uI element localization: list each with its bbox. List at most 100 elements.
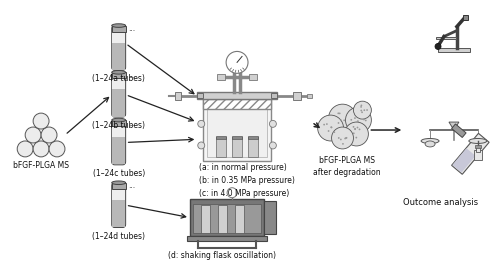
Text: (1–24a tubes): (1–24a tubes): [92, 74, 145, 83]
Circle shape: [41, 127, 57, 143]
Bar: [217, 74, 225, 80]
Bar: [463, 15, 468, 20]
Circle shape: [330, 127, 332, 128]
Polygon shape: [452, 148, 475, 173]
Circle shape: [340, 139, 342, 140]
Circle shape: [365, 120, 366, 121]
Ellipse shape: [421, 139, 439, 143]
Circle shape: [358, 129, 360, 130]
Circle shape: [366, 109, 368, 111]
Circle shape: [344, 122, 368, 146]
Circle shape: [357, 120, 359, 122]
Bar: [216, 136, 226, 139]
Ellipse shape: [469, 139, 487, 143]
Bar: [112, 137, 125, 164]
Bar: [232, 136, 242, 139]
Bar: [218, 205, 227, 234]
Circle shape: [356, 127, 358, 129]
Bar: [112, 26, 126, 32]
Circle shape: [354, 128, 356, 130]
Text: (1–24c tubes): (1–24c tubes): [92, 169, 145, 178]
Bar: [187, 237, 268, 241]
Bar: [271, 93, 277, 98]
Bar: [203, 99, 271, 161]
Text: (a: in normal pressure)
(b: in 0.35 MPa pressure)
(c: in 4.0 MPa pressure): (a: in normal pressure) (b: in 0.35 MPa …: [200, 163, 295, 198]
Bar: [249, 74, 257, 80]
Circle shape: [346, 137, 348, 139]
Circle shape: [342, 143, 344, 145]
Circle shape: [361, 111, 363, 113]
Bar: [198, 92, 277, 99]
Bar: [193, 204, 262, 234]
Circle shape: [354, 101, 372, 119]
Circle shape: [33, 141, 49, 157]
Circle shape: [339, 113, 340, 114]
Polygon shape: [452, 124, 466, 137]
Bar: [306, 94, 312, 98]
Bar: [248, 137, 258, 157]
Circle shape: [270, 120, 276, 127]
Text: (d: shaking flask oscillation): (d: shaking flask oscillation): [168, 251, 276, 260]
Circle shape: [318, 115, 344, 141]
Text: (1–24d tubes): (1–24d tubes): [92, 231, 145, 241]
Circle shape: [328, 104, 356, 132]
Circle shape: [332, 127, 353, 149]
Bar: [198, 93, 203, 98]
Circle shape: [323, 124, 325, 126]
Polygon shape: [452, 133, 489, 174]
Bar: [232, 137, 242, 157]
Circle shape: [356, 137, 357, 139]
Text: bFGF-PLGA MS: bFGF-PLGA MS: [13, 161, 69, 170]
Ellipse shape: [112, 24, 126, 27]
Circle shape: [353, 132, 354, 134]
Bar: [112, 89, 125, 117]
Circle shape: [338, 112, 339, 114]
Bar: [474, 150, 482, 160]
Circle shape: [17, 141, 33, 157]
Circle shape: [198, 142, 204, 149]
Bar: [190, 199, 264, 237]
Text: ...: ...: [128, 24, 135, 33]
Circle shape: [227, 188, 237, 198]
Bar: [112, 31, 125, 43]
Polygon shape: [449, 122, 459, 130]
Text: (1–24b tubes): (1–24b tubes): [92, 121, 145, 130]
Circle shape: [352, 126, 354, 128]
Bar: [438, 48, 470, 52]
Circle shape: [25, 127, 41, 143]
Bar: [112, 42, 125, 70]
FancyBboxPatch shape: [112, 26, 126, 70]
Bar: [112, 199, 125, 227]
Circle shape: [354, 128, 356, 130]
Text: Outcome analysis: Outcome analysis: [404, 198, 478, 207]
Bar: [112, 78, 125, 89]
Bar: [202, 205, 210, 234]
Text: ...: ...: [128, 71, 135, 80]
Circle shape: [345, 137, 347, 139]
FancyBboxPatch shape: [112, 120, 126, 165]
Circle shape: [360, 106, 362, 108]
Circle shape: [338, 122, 340, 124]
Bar: [216, 137, 226, 157]
Bar: [248, 136, 258, 139]
Ellipse shape: [112, 70, 126, 74]
FancyBboxPatch shape: [112, 183, 126, 228]
Bar: [293, 92, 300, 100]
Bar: [235, 205, 244, 234]
Bar: [112, 72, 126, 78]
Circle shape: [198, 120, 204, 127]
Bar: [476, 147, 480, 152]
Ellipse shape: [425, 141, 435, 147]
Text: ...: ...: [128, 119, 135, 127]
Bar: [436, 36, 456, 39]
Text: bFGF-PLGA MS
after degradation: bFGF-PLGA MS after degradation: [312, 156, 380, 177]
Circle shape: [330, 126, 332, 128]
Circle shape: [326, 123, 328, 125]
Text: ...: ...: [128, 181, 135, 190]
Circle shape: [360, 104, 362, 106]
Bar: [203, 99, 271, 109]
Bar: [112, 126, 125, 137]
Circle shape: [435, 43, 441, 49]
Circle shape: [33, 113, 49, 129]
Bar: [112, 183, 126, 189]
